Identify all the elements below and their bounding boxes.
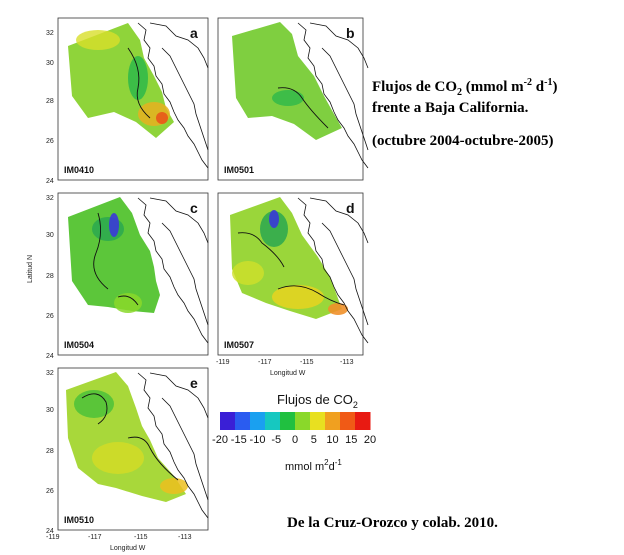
contour-line — [127, 47, 151, 119]
colorbar-legend: Flujos de CO2 -20 -15 -10 -5 0 5 10 15 20 mmol m… — [212, 392, 376, 473]
contour-line — [127, 436, 179, 481]
cruise-id-d: IM0507 — [224, 340, 254, 350]
lat-tick: 28 — [46, 273, 54, 280]
colorbar-swatch — [340, 412, 356, 430]
colorbar-tick-label: 15 — [345, 434, 357, 446]
title-line-1: Flujos de CO2 (mmol m-2 d-1) — [372, 77, 557, 98]
flux-patch — [76, 30, 120, 50]
title-line-2: frente a Baja California. — [372, 100, 529, 116]
colorbar-tick-label: 20 — [364, 434, 376, 446]
colorbar-tick-label: -15 — [231, 434, 247, 446]
colorbar-swatch — [235, 412, 251, 430]
colorbar-swatch — [220, 412, 236, 430]
colorbar-swatch — [310, 412, 326, 430]
lon-tick: -113 — [178, 534, 192, 541]
lon-tick: -117 — [258, 359, 272, 366]
lon-tick: -119 — [216, 359, 230, 366]
lat-tick: 32 — [46, 370, 54, 377]
lat-tick: 32 — [46, 30, 54, 37]
lat-tick: 26 — [46, 313, 54, 320]
panel-letter-d: d — [346, 200, 355, 216]
panel-d: d IM0507 -119 -117 -115 -113 Longitud W — [216, 192, 369, 377]
x-axis-title: Longitud W — [270, 370, 306, 377]
contour-line — [237, 232, 285, 268]
flux-patch — [328, 303, 348, 315]
colorbar-tick-label: -5 — [271, 434, 281, 446]
panel-a: a IM0410 32 30 28 26 24 — [46, 17, 209, 185]
panel-b: b IM0501 — [217, 17, 369, 181]
panel-c: c IM0504 32 30 28 26 24 Latitud N — [27, 192, 209, 360]
lat-tick: 32 — [46, 195, 54, 202]
flux-patch — [92, 217, 124, 241]
colorbar-swatch — [325, 412, 341, 430]
flux-patch — [156, 112, 168, 124]
colorbar-tick-label: -10 — [250, 434, 266, 446]
colorbar-ticks: -20 -15 -10 -5 0 5 10 15 20 — [212, 434, 376, 446]
legend-title: Flujos de CO2 — [277, 392, 358, 410]
contour-line — [277, 285, 345, 306]
cruise-id-b: IM0501 — [224, 165, 254, 175]
flux-patch — [160, 478, 188, 494]
flux-patch — [260, 211, 288, 247]
contour-line — [277, 87, 329, 129]
title-line-3: (octubre 2004-octubre-2005) — [372, 133, 554, 149]
lat-tick: 28 — [46, 448, 54, 455]
lat-tick: 26 — [46, 488, 54, 495]
figure-title: Flujos de CO2 (mmol m-2 d-1) frente a Ba… — [372, 77, 557, 149]
lon-tick: -119 — [46, 534, 60, 541]
colorbar-tick-label: -20 — [212, 434, 228, 446]
lon-tick: -115 — [300, 359, 314, 366]
lat-tick: 26 — [46, 138, 54, 145]
lat-tick: 30 — [46, 407, 54, 414]
flux-patch — [272, 285, 324, 309]
flux-patch — [92, 442, 144, 474]
y-axis-title: Latitud N — [27, 255, 34, 283]
colorbar-tick-label: 10 — [326, 434, 338, 446]
contour-line — [117, 295, 139, 306]
contour-line — [93, 212, 109, 290]
cruise-id-a: IM0410 — [64, 165, 94, 175]
flux-patch — [128, 56, 148, 100]
lon-tick: -117 — [88, 534, 102, 541]
panel-e: e IM0510 32 30 28 26 24 -119 -117 -115 -… — [46, 367, 209, 552]
panel-letter-e: e — [190, 375, 198, 391]
citation: De la Cruz-Orozco y colab. 2010. — [287, 515, 498, 531]
lat-tick: 30 — [46, 232, 54, 239]
colorbar-swatch — [265, 412, 281, 430]
colorbar — [220, 412, 371, 430]
colorbar-swatch — [280, 412, 296, 430]
colorbar-tick-label: 5 — [311, 434, 317, 446]
lat-tick: 24 — [46, 528, 54, 535]
lat-tick: 24 — [46, 353, 54, 360]
flux-patch — [272, 90, 304, 106]
colorbar-swatch — [355, 412, 371, 430]
legend-units: mmol m2d-1 — [285, 458, 342, 473]
panel-letter-a: a — [190, 25, 198, 41]
x-axis-title: Longitud W — [110, 545, 146, 552]
lat-tick: 28 — [46, 98, 54, 105]
lon-tick: -113 — [340, 359, 354, 366]
flux-patch — [232, 261, 264, 285]
panel-letter-c: c — [190, 200, 198, 216]
flux-patch — [114, 293, 142, 313]
lon-tick: -115 — [134, 534, 148, 541]
contour-line — [81, 393, 108, 425]
colorbar-swatch — [295, 412, 311, 430]
lat-tick: 30 — [46, 60, 54, 67]
colorbar-tick-label: 0 — [292, 434, 298, 446]
lat-tick: 24 — [46, 178, 54, 185]
flux-patch — [269, 210, 279, 228]
flux-patch — [109, 213, 119, 237]
cruise-id-e: IM0510 — [64, 515, 94, 525]
panel-letter-b: b — [346, 25, 355, 41]
cruise-id-c: IM0504 — [64, 340, 94, 350]
colorbar-swatch — [250, 412, 266, 430]
